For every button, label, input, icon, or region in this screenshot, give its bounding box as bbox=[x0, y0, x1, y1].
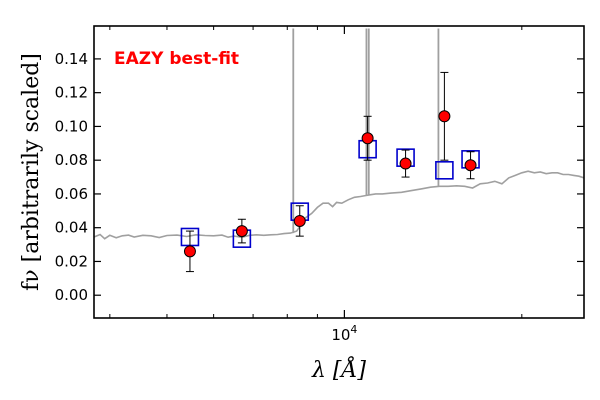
observed-photometry-series bbox=[183, 71, 477, 273]
observed-point bbox=[464, 159, 477, 172]
y-tick-label: 0.06 bbox=[55, 185, 88, 203]
observed-point bbox=[235, 225, 248, 238]
y-tick-label: 0.08 bbox=[55, 151, 88, 169]
y-tick-label: 0.14 bbox=[55, 50, 88, 68]
model-photometry-series bbox=[180, 139, 480, 248]
observed-point bbox=[361, 132, 374, 145]
observed-point bbox=[438, 110, 451, 123]
plot-frame bbox=[93, 25, 585, 319]
template-spectrum-line bbox=[94, 170, 584, 240]
y-tick-label: 0.00 bbox=[55, 286, 88, 304]
axes: 0.00 0.02 0.04 0.06 0.08 0.10 0.12 0.14 104 bbox=[55, 26, 584, 344]
y-tick-label: 0.02 bbox=[55, 252, 88, 270]
model-square-marker bbox=[435, 161, 454, 180]
y-tick-label: 0.10 bbox=[55, 117, 88, 135]
observed-point bbox=[183, 245, 196, 258]
observed-point bbox=[399, 157, 412, 170]
x-axis-label: λ [Å] bbox=[311, 355, 366, 383]
template-spectrum bbox=[94, 28, 584, 240]
y-tick-label: 0.12 bbox=[55, 84, 88, 102]
y-tick-label: 0.04 bbox=[55, 219, 88, 237]
x-tick-label: 104 bbox=[331, 323, 357, 344]
fit-annotation: EAZY best-fit bbox=[114, 49, 239, 69]
y-axis-label: fν [arbitrarily scaled] bbox=[19, 53, 44, 291]
observed-point bbox=[293, 214, 306, 227]
